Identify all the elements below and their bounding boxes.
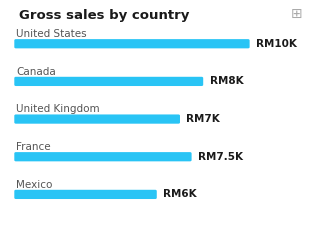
Text: ⊞: ⊞ — [290, 7, 302, 21]
Text: RM7K: RM7K — [186, 114, 220, 124]
Text: Gross sales by country: Gross sales by country — [19, 9, 190, 22]
FancyBboxPatch shape — [14, 114, 180, 124]
Text: Canada: Canada — [16, 67, 56, 77]
FancyBboxPatch shape — [14, 39, 250, 48]
FancyBboxPatch shape — [14, 152, 191, 161]
Text: RM6K: RM6K — [163, 189, 197, 200]
Text: United States: United States — [16, 29, 86, 39]
Text: United Kingdom: United Kingdom — [16, 104, 100, 114]
Text: RM8K: RM8K — [210, 76, 243, 87]
Text: Mexico: Mexico — [16, 180, 52, 190]
FancyBboxPatch shape — [14, 77, 203, 86]
Text: France: France — [16, 142, 51, 152]
Text: RM7.5K: RM7.5K — [198, 152, 243, 162]
Text: RM10K: RM10K — [256, 39, 297, 49]
FancyBboxPatch shape — [14, 190, 157, 199]
